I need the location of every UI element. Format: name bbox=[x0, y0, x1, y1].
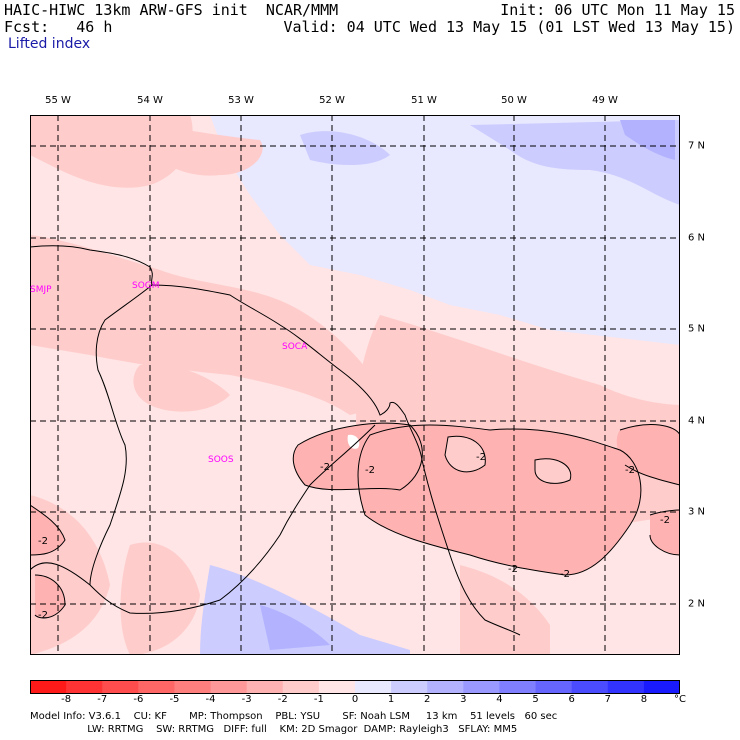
colorbar-swatches bbox=[30, 680, 680, 694]
valid-time: Valid: 04 UTC Wed 13 May 15 (01 LST Wed … bbox=[283, 18, 735, 36]
model-info-line1: Model Info: V3.6.1 CU: KF MP: Thompson P… bbox=[30, 711, 558, 722]
field-stable-region bbox=[210, 115, 680, 345]
field-neutral-spot bbox=[347, 434, 360, 449]
lat-label: 5 N bbox=[688, 323, 706, 335]
lat-label: 4 N bbox=[688, 415, 706, 427]
colorbar-tick-label: 6 bbox=[568, 694, 575, 705]
field-name: Lifted index bbox=[8, 36, 91, 52]
station-label: SOGM bbox=[132, 281, 160, 291]
colorbar-swatch bbox=[535, 680, 573, 694]
lon-label: 52 W bbox=[319, 95, 345, 106]
colorbar-tick-label: -1 bbox=[313, 694, 324, 705]
contour-label: -2 bbox=[660, 515, 670, 526]
contour-label: -2 bbox=[476, 452, 486, 463]
colorbar-tick-label: -8 bbox=[61, 694, 72, 705]
colorbar-tick-label: 5 bbox=[532, 694, 539, 705]
colorbar-tick-label: -5 bbox=[169, 694, 180, 705]
colorbar-swatch bbox=[318, 680, 356, 694]
station-label: SMJP bbox=[30, 285, 52, 295]
field-unstable-region bbox=[460, 565, 550, 655]
colorbar-swatch bbox=[571, 680, 609, 694]
field-unstable-region bbox=[535, 458, 571, 484]
colorbar-tick-label: 7 bbox=[604, 694, 611, 705]
lifted-index-map: SMJP SOGM SOCA SOOS -2 -2 -2 -2 -2 -2 -2… bbox=[30, 115, 680, 655]
graticule bbox=[30, 115, 680, 655]
station-label: SOCA bbox=[282, 342, 308, 352]
colorbar-swatch bbox=[282, 680, 320, 694]
contour-label: -2 bbox=[625, 465, 635, 476]
model-info-line2: LW: RRTMG SW: RRTMG DIFF: full KM: 2D Sm… bbox=[30, 724, 518, 735]
field-unstable-region bbox=[30, 505, 65, 555]
colorbar-unit: °C bbox=[674, 694, 686, 705]
field-stable-region bbox=[300, 131, 390, 165]
lon-label: 53 W bbox=[228, 95, 254, 106]
field-stable-region bbox=[260, 605, 330, 650]
colorbar-tick-label: 3 bbox=[460, 694, 467, 705]
colorbar-swatch bbox=[463, 680, 500, 694]
colorbar-tick-label: 0 bbox=[351, 694, 359, 705]
colorbar-swatch bbox=[499, 680, 537, 694]
field-unstable-region bbox=[30, 235, 390, 415]
contour-label: -2 bbox=[38, 536, 48, 547]
colorbar-swatch bbox=[427, 680, 464, 694]
lon-label: 54 W bbox=[137, 95, 163, 106]
colorbar-tick-label: 4 bbox=[496, 694, 503, 705]
field-unstable-region bbox=[358, 425, 641, 575]
field-unstable-region bbox=[650, 510, 680, 555]
header-title: HAIC-HIWC 13km ARW-GFS init NCAR/MMM bbox=[4, 1, 339, 19]
colorbar-swatch bbox=[210, 680, 248, 694]
colorbar-swatch bbox=[138, 680, 175, 694]
field-unstable-region bbox=[120, 542, 200, 655]
colorbar-swatch bbox=[643, 680, 680, 694]
colorbar-swatch bbox=[102, 680, 139, 694]
lon-label: 51 W bbox=[411, 95, 437, 106]
lon-label: 50 W bbox=[501, 95, 527, 106]
colorbar-swatch bbox=[355, 680, 392, 694]
lat-label: 2 N bbox=[688, 598, 706, 610]
field-stable-region bbox=[200, 565, 410, 655]
colorbar-swatch bbox=[30, 680, 67, 694]
contour-label: -2 bbox=[38, 610, 48, 621]
colorbar-swatch bbox=[391, 680, 428, 694]
colorbar-tick-label: 2 bbox=[424, 694, 431, 705]
coastline bbox=[30, 245, 521, 636]
contour-label: -2 bbox=[560, 569, 570, 580]
contour-label: -2 bbox=[365, 465, 375, 476]
field-unstable-region bbox=[133, 364, 230, 412]
field-stable-region bbox=[620, 120, 675, 160]
contour-label: -2 bbox=[320, 462, 330, 473]
forecast-hour: Fcst: 46 h bbox=[4, 18, 113, 36]
colorbar-tick-label: -7 bbox=[97, 694, 108, 705]
colorbar-tick-label: -2 bbox=[277, 694, 288, 705]
colorbar-swatch bbox=[174, 680, 212, 694]
lat-label: 7 N bbox=[688, 140, 706, 152]
lon-label: 49 W bbox=[592, 95, 618, 106]
colorbar-tick-label: 1 bbox=[387, 694, 395, 705]
lat-label: 6 N bbox=[688, 232, 706, 244]
colorbar-swatch bbox=[246, 680, 284, 694]
field-unstable-region bbox=[616, 424, 680, 485]
colorbar-tick-label: -4 bbox=[205, 694, 216, 705]
map-frame bbox=[30, 115, 680, 655]
colorbar-swatch bbox=[66, 680, 103, 694]
field-unstable-region bbox=[120, 120, 263, 176]
colorbar-swatch bbox=[607, 680, 645, 694]
colorbar bbox=[30, 680, 680, 694]
contour-label: -2 bbox=[508, 564, 518, 575]
field-stable-region bbox=[470, 120, 680, 205]
colorbar-tick-label: -6 bbox=[133, 694, 144, 705]
station-label: SOOS bbox=[208, 455, 234, 465]
init-time: Init: 06 UTC Mon 11 May 15 bbox=[500, 1, 735, 19]
contour-lines bbox=[30, 422, 680, 619]
lon-label: 55 W bbox=[45, 95, 71, 106]
colorbar-tick-label: 8 bbox=[640, 694, 648, 705]
lat-label: 3 N bbox=[688, 506, 706, 518]
colorbar-tick-label: -3 bbox=[241, 694, 252, 705]
field-unstable-region bbox=[445, 436, 486, 472]
colorbar-frame bbox=[30, 680, 680, 694]
